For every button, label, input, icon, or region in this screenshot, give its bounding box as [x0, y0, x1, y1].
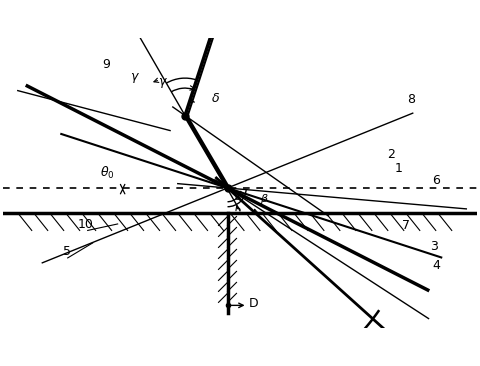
Text: 4: 4 — [432, 259, 440, 272]
Text: 8: 8 — [408, 93, 415, 106]
Text: 3: 3 — [430, 240, 438, 253]
Text: 5: 5 — [63, 246, 71, 258]
Text: $\beta$: $\beta$ — [260, 192, 269, 206]
Text: 6: 6 — [432, 174, 440, 187]
Text: 7: 7 — [402, 219, 410, 232]
Text: D: D — [249, 297, 258, 310]
Text: $\alpha$: $\alpha$ — [233, 193, 243, 202]
Text: $\delta$: $\delta$ — [211, 92, 220, 105]
Text: 10: 10 — [78, 218, 94, 231]
Text: $\gamma$: $\gamma$ — [130, 71, 140, 85]
Text: 9: 9 — [103, 58, 110, 71]
Text: 1: 1 — [395, 162, 403, 175]
Text: 2: 2 — [387, 148, 395, 161]
Text: $\gamma$: $\gamma$ — [157, 76, 168, 90]
Text: $\theta_0$: $\theta_0$ — [100, 165, 115, 181]
